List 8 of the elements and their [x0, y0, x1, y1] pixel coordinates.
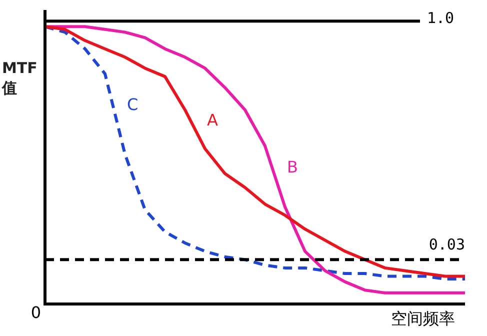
text: 0 — [30, 303, 41, 322]
series-label: B — [287, 158, 298, 177]
series-label: C — [127, 95, 138, 114]
annotation: 0.03 — [428, 236, 465, 254]
y-axis-title: MTF值 — [2, 58, 38, 98]
series-label: A — [207, 110, 218, 130]
annotation: 1.0 — [427, 8, 454, 27]
x-axis-title: 空间频率 — [391, 309, 455, 328]
